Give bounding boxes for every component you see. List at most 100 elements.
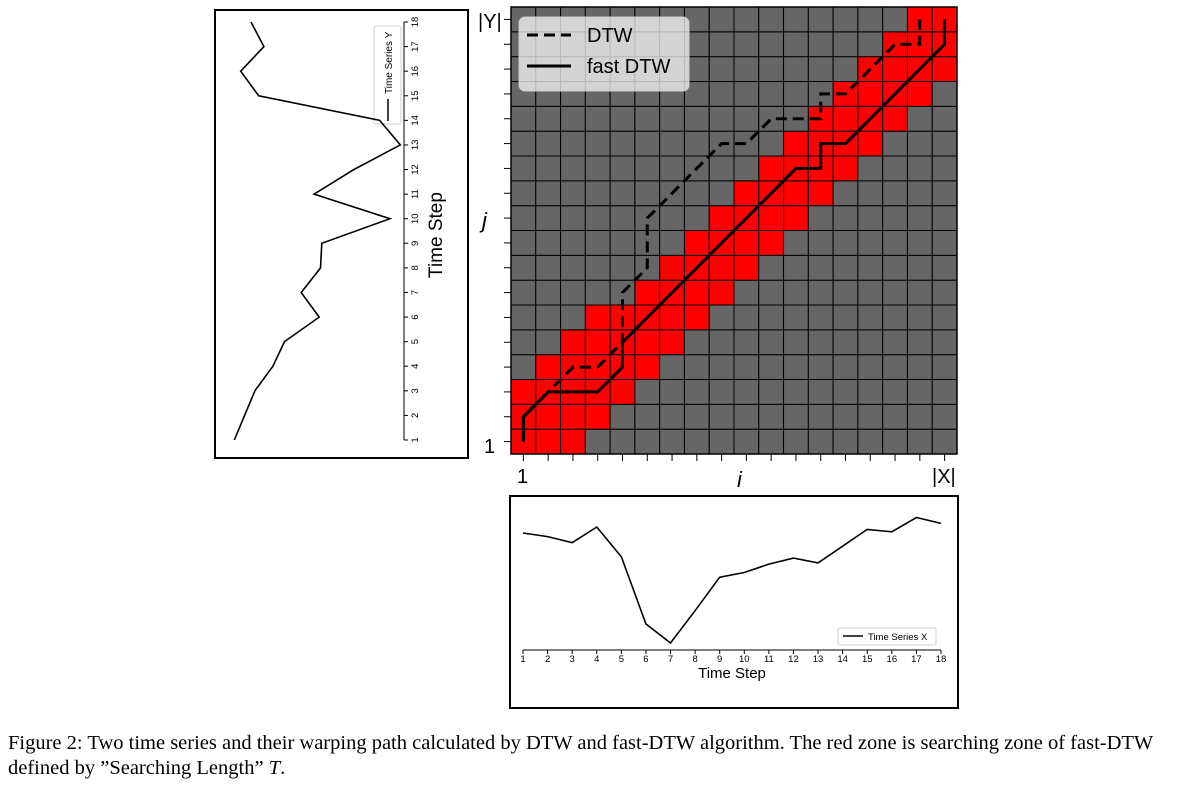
matrix-cell: [931, 180, 958, 207]
matrix-cell: [906, 180, 933, 207]
matrix-cell: [683, 180, 710, 207]
search-zone-cell: [683, 279, 710, 306]
matrix-cell: [807, 354, 834, 381]
matrix-cell: [733, 403, 760, 430]
matrix-cell: [584, 155, 611, 182]
series-x-tick-label: 8: [692, 654, 697, 665]
series-x-tick-label: 7: [668, 654, 673, 665]
matrix-cell: [535, 329, 562, 356]
series-x-tick-label: 2: [545, 654, 550, 665]
matrix-cell: [931, 254, 958, 281]
matrix-cell: [758, 130, 785, 157]
search-zone-cell: [609, 379, 636, 405]
search-zone-cell: [584, 403, 611, 430]
matrix-cell: [882, 354, 908, 381]
matrix-cell: [733, 379, 760, 405]
matrix-cell: [783, 6, 809, 33]
matrix-cell: [857, 354, 884, 381]
matrix-cell: [609, 180, 636, 207]
matrix-cell: [832, 31, 859, 58]
matrix-cell: [931, 354, 958, 381]
matrix-cell: [783, 230, 809, 256]
matrix-cell: [758, 254, 785, 281]
caption-text: Two time series and their warping path c…: [8, 732, 1153, 779]
matrix-cell: [832, 403, 859, 430]
series-x-tick-label: 1: [520, 654, 525, 665]
matrix-cell: [906, 254, 933, 281]
series-x-tick-label: 14: [837, 654, 848, 665]
matrix-cell: [857, 428, 884, 455]
matrix-cell: [510, 105, 537, 132]
series-y-tick-label: 10: [410, 213, 421, 224]
series-y-tick-label: 12: [410, 164, 421, 175]
matrix-cell: [857, 31, 884, 58]
matrix-cell: [510, 130, 537, 157]
search-zone-cell: [708, 279, 735, 306]
caption-symbol: T: [268, 757, 281, 779]
matrix-cell: [535, 130, 562, 157]
matrix-cell: [882, 403, 908, 430]
matrix-cell: [906, 379, 933, 405]
matrix-cell: [882, 130, 908, 157]
search-zone-cell: [560, 403, 586, 430]
search-zone-cell: [634, 329, 661, 356]
series-y-tick-label: 13: [410, 140, 421, 151]
series-y-tick-label: 18: [410, 17, 421, 28]
matrix-cell: [659, 230, 685, 256]
matrix-cell: [535, 205, 562, 231]
matrix-cell: [708, 180, 735, 207]
matrix-cell: [584, 205, 611, 231]
matrix-x-tick-right: |X|: [932, 466, 956, 488]
matrix-cell: [807, 379, 834, 405]
matrix-cell: [807, 254, 834, 281]
matrix-cell: [535, 304, 562, 331]
search-zone-cell: [659, 304, 685, 331]
matrix-cell: [783, 354, 809, 381]
matrix-cell: [832, 56, 859, 82]
dtw-legend: DTW fast DTW: [518, 16, 690, 92]
matrix-cell: [683, 105, 710, 132]
matrix-y-axis-label: j: [479, 208, 488, 233]
search-zone-cell: [560, 428, 586, 455]
search-zone-cell: [584, 304, 611, 331]
search-zone-cell: [783, 180, 809, 207]
matrix-cell: [882, 279, 908, 306]
matrix-cell: [708, 81, 735, 107]
matrix-cell: [560, 155, 586, 182]
series-y-line: [233, 21, 402, 441]
matrix-cell: [906, 130, 933, 157]
matrix-cell: [708, 31, 735, 58]
matrix-cell: [758, 6, 785, 33]
matrix-cell: [659, 379, 685, 405]
matrix-cell: [807, 56, 834, 82]
search-zone-cell: [510, 379, 537, 405]
matrix-cell: [931, 81, 958, 107]
matrix-cell: [783, 81, 809, 107]
matrix-cell: [584, 105, 611, 132]
caption-label: Figure 2:: [8, 732, 83, 754]
matrix-cell: [659, 130, 685, 157]
matrix-cell: [882, 155, 908, 182]
matrix-cell: [535, 180, 562, 207]
matrix-cell: [708, 403, 735, 430]
matrix-cell: [510, 254, 537, 281]
search-zone-cell: [634, 279, 661, 306]
series-y-tick-label: 17: [410, 41, 421, 52]
series-x-legend-label: Time Series X: [868, 632, 928, 643]
series-y-legend-label: Time Series Y: [384, 31, 395, 94]
series-x-legend: Time Series X: [837, 627, 937, 646]
matrix-cell: [634, 180, 661, 207]
matrix-cell: [609, 403, 636, 430]
search-zone-cell: [857, 81, 884, 107]
matrix-cell: [683, 354, 710, 381]
search-zone-cell: [733, 180, 760, 207]
matrix-cell: [906, 403, 933, 430]
matrix-cell: [510, 205, 537, 231]
matrix-cell: [634, 403, 661, 430]
search-zone-cell: [783, 205, 809, 231]
matrix-cell: [832, 254, 859, 281]
search-zone-cell: [683, 230, 710, 256]
matrix-cell: [584, 180, 611, 207]
search-zone-cell: [659, 329, 685, 356]
matrix-cell: [609, 254, 636, 281]
